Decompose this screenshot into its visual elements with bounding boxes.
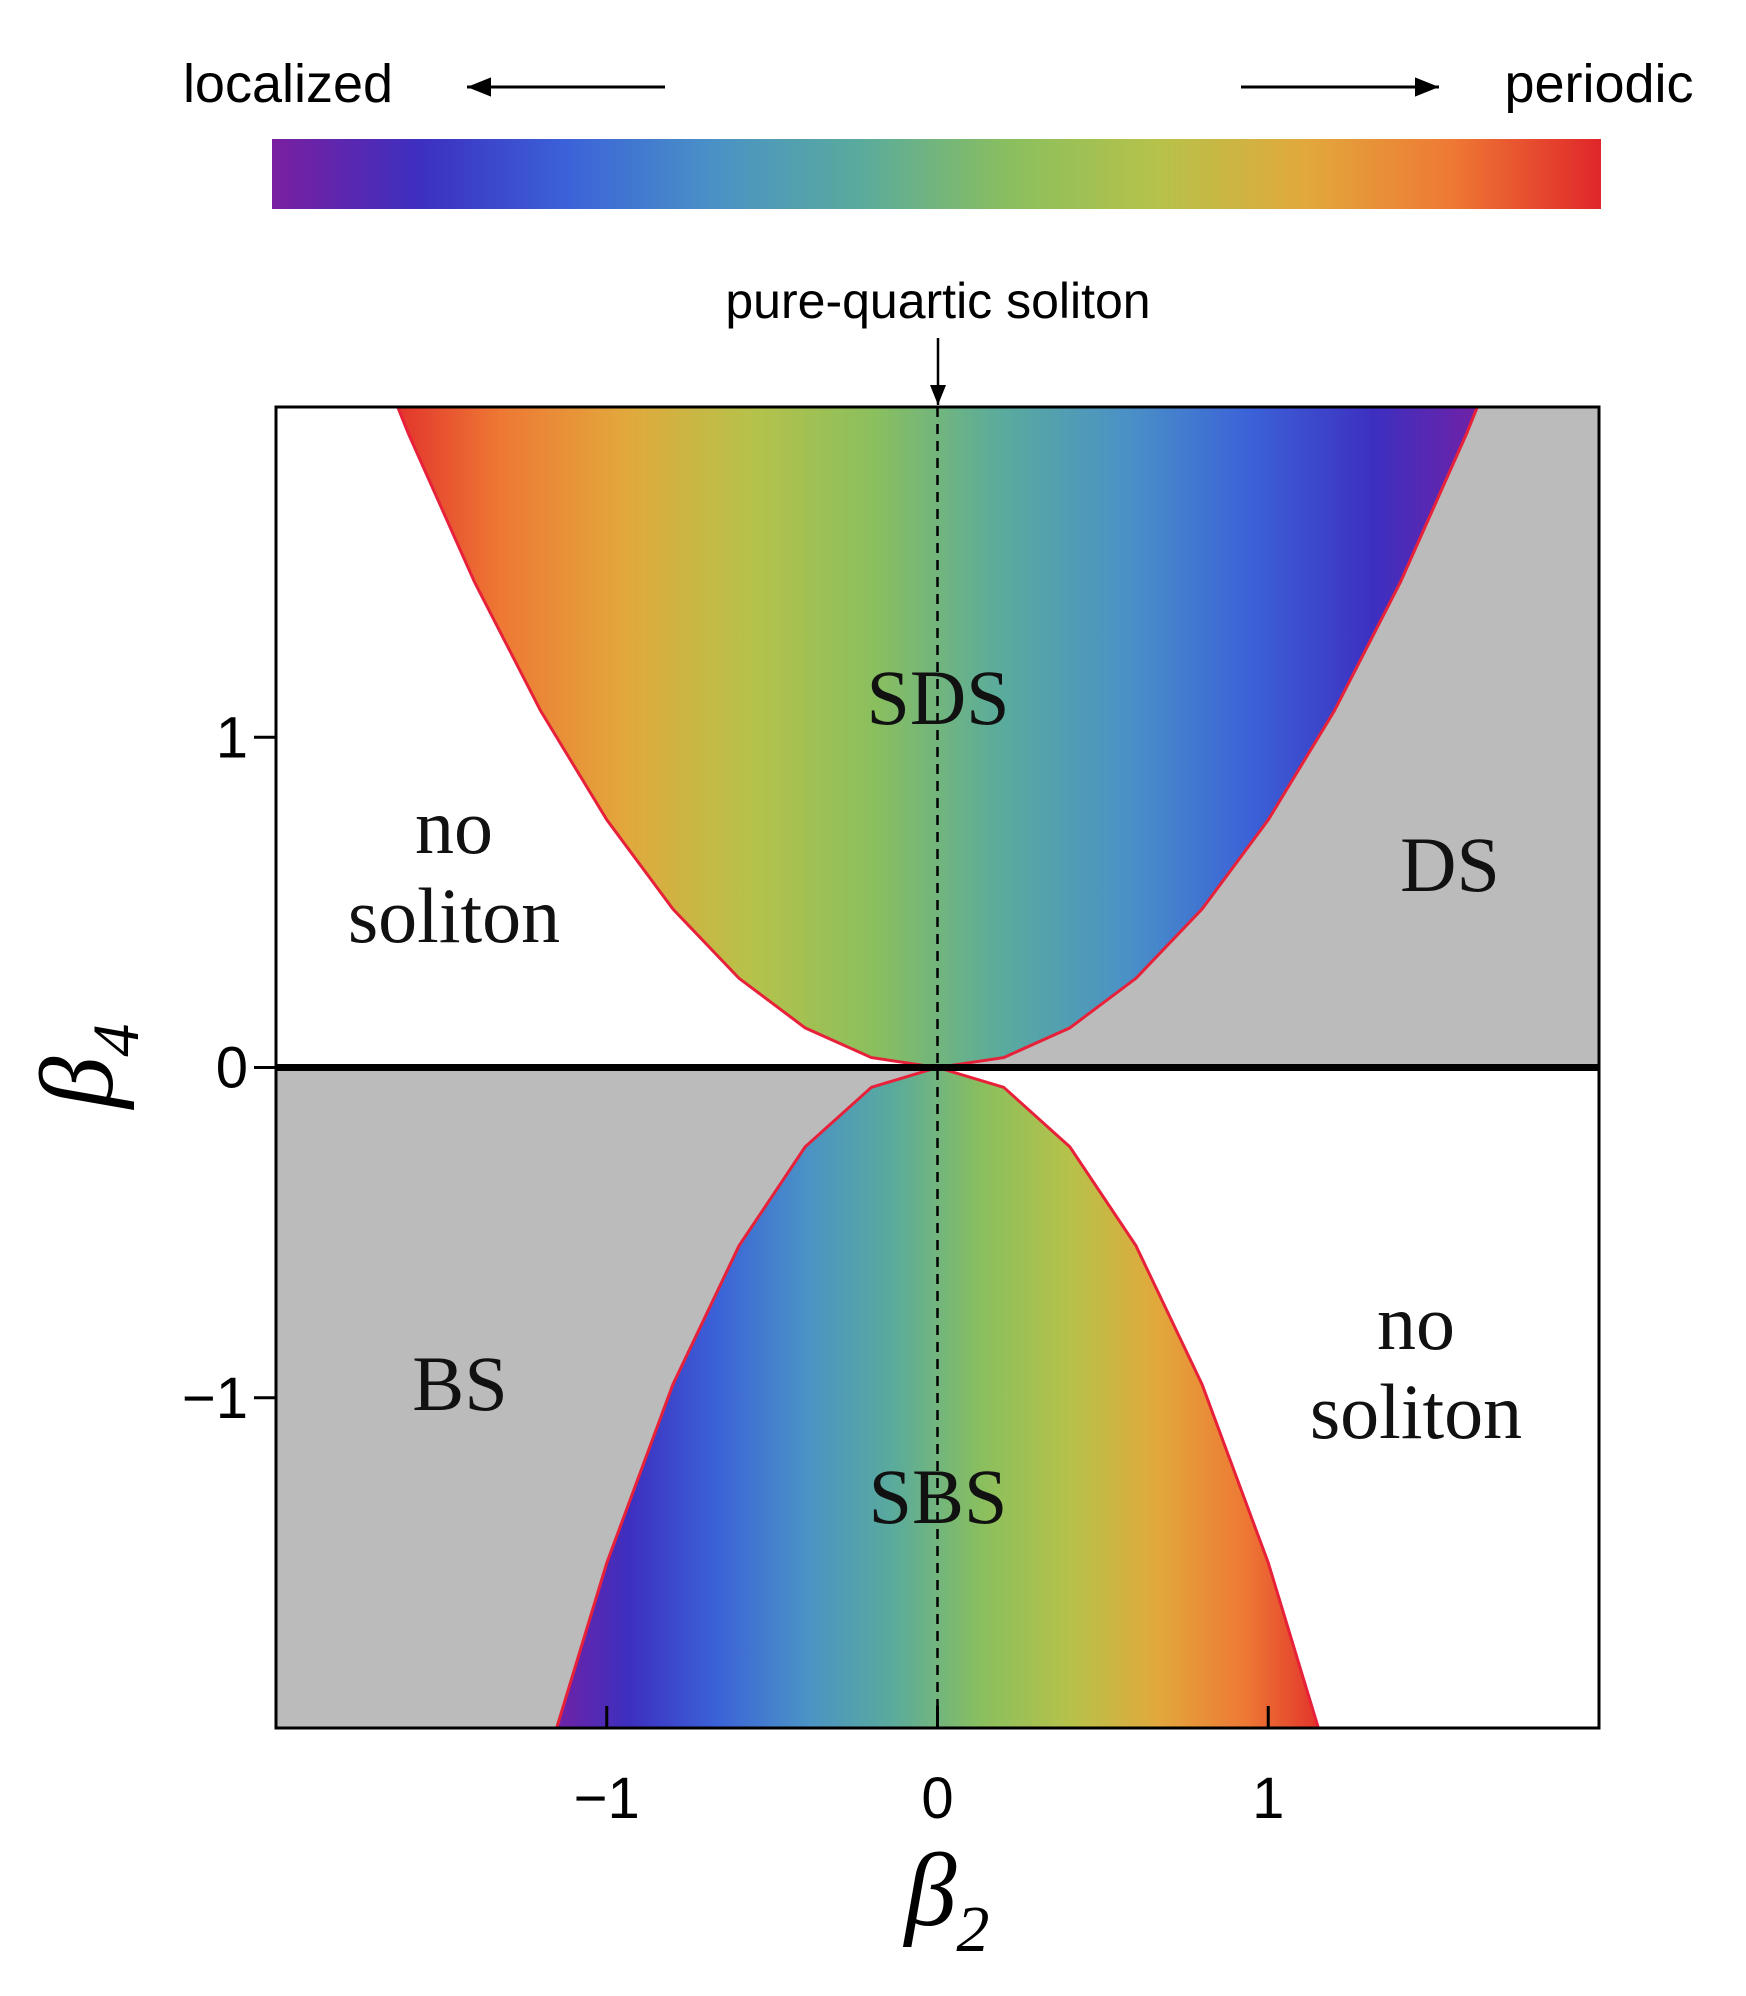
x-tick-label: 0 [921, 1766, 953, 1831]
region-label: soliton [348, 872, 560, 959]
region-label: no [1377, 1279, 1455, 1366]
region-label: SDS [866, 654, 1009, 741]
axis-symbol: β [903, 1833, 957, 1948]
pointer-label: pure-quartic soliton [725, 273, 1150, 329]
region-label: DS [1400, 821, 1500, 908]
region-label: no [415, 783, 493, 870]
y-tick-label: −1 [182, 1366, 248, 1431]
y-tick-label: 0 [216, 1036, 248, 1101]
x-tick-label: −1 [574, 1766, 640, 1831]
region-label: BS [412, 1340, 507, 1427]
axis-subscript: 2 [956, 1893, 989, 1966]
axis-label: β4 [20, 1024, 153, 1111]
axis-symbol: β [20, 1056, 135, 1110]
colorbar [272, 139, 1601, 209]
axis-label: β2 [903, 1833, 990, 1966]
colorbar-right-label: periodic [1504, 54, 1693, 114]
colorbar-left-label: localized [183, 54, 393, 114]
region-label: SBS [869, 1453, 1008, 1540]
axis-subscript: 4 [80, 1024, 153, 1057]
region-label: soliton [1310, 1368, 1522, 1455]
x-tick-label: 1 [1252, 1766, 1284, 1831]
y-tick-label: 1 [216, 705, 248, 770]
